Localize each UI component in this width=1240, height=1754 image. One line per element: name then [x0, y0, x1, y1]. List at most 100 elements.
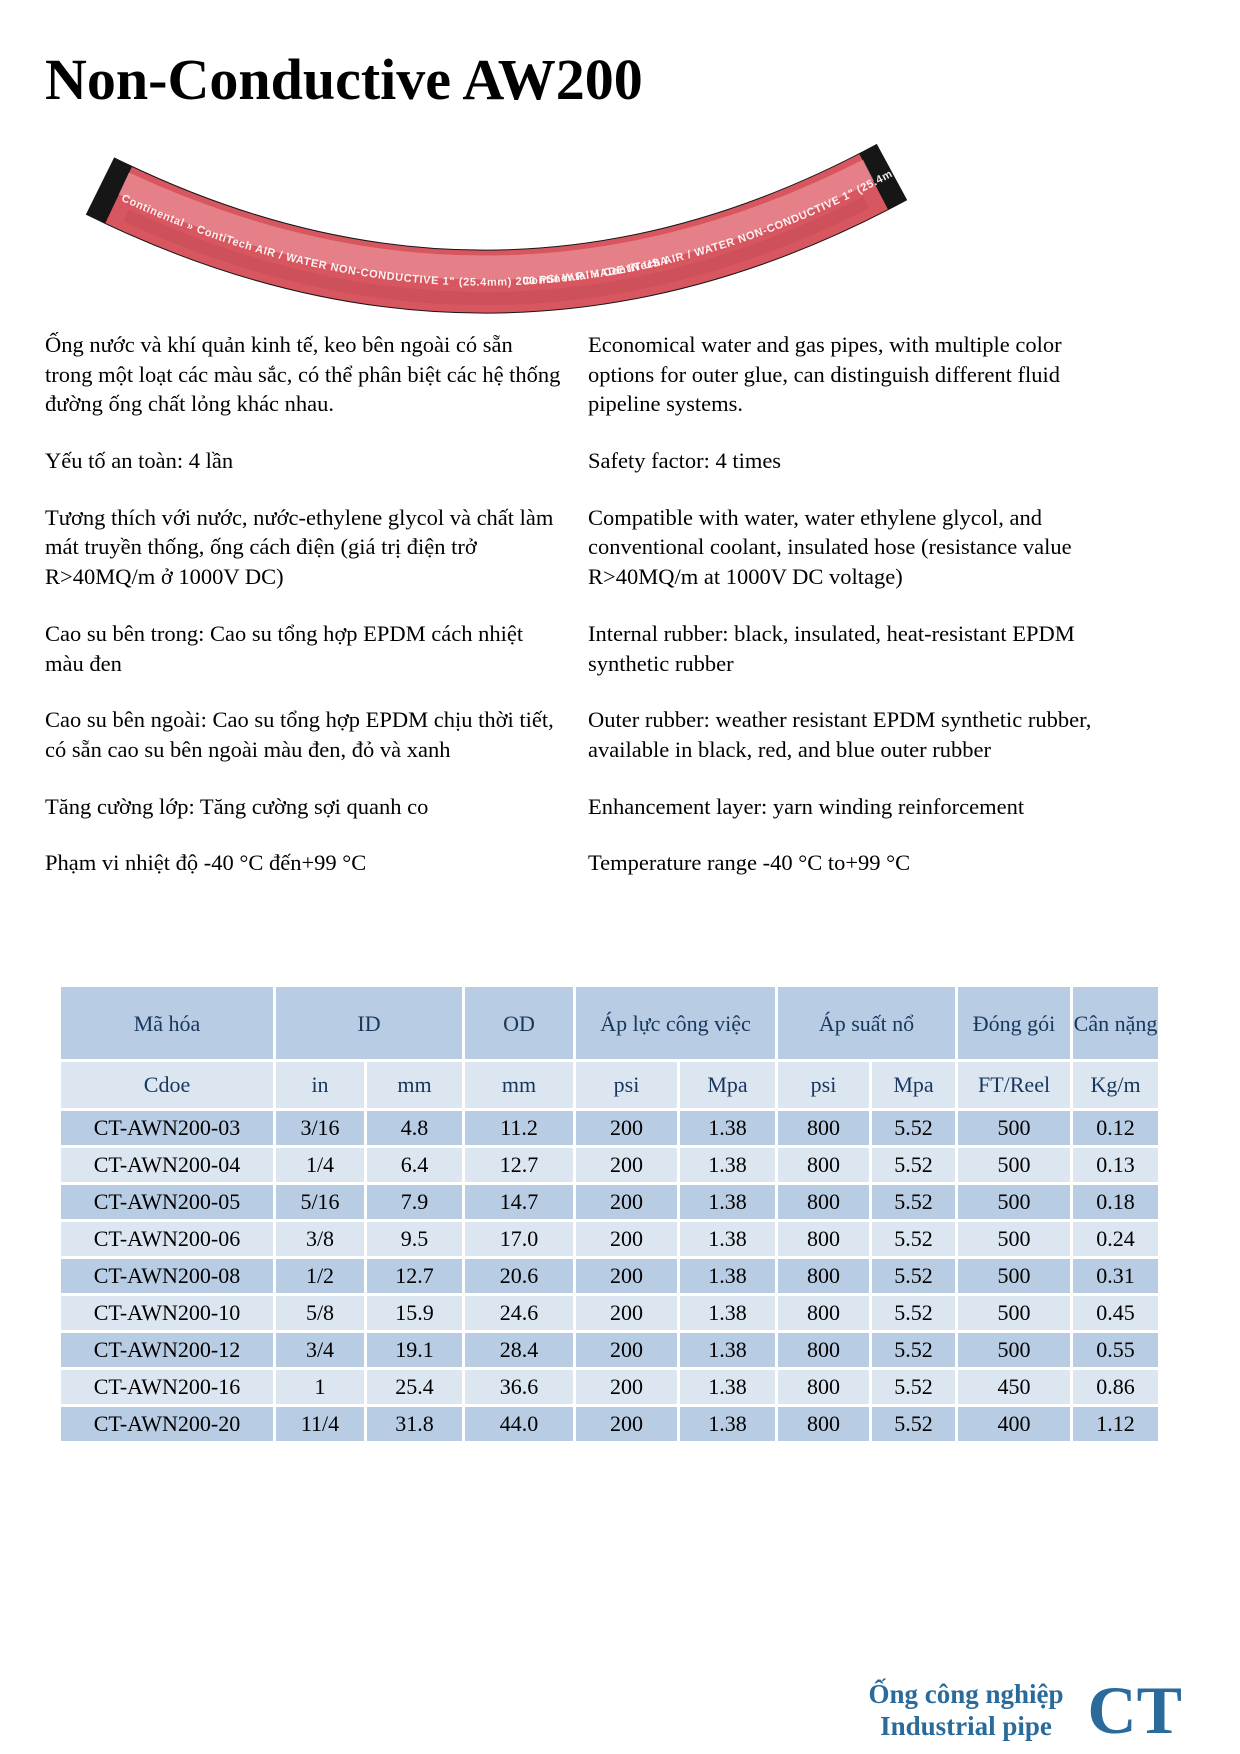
- table-cell: 800: [775, 1404, 873, 1444]
- intro-paragraph-vi: Yếu tố an toàn: 4 lần: [45, 448, 234, 474]
- table-cell: 4.8: [364, 1108, 465, 1148]
- table-cell: CT-AWN200-16: [58, 1367, 276, 1407]
- table-cell: CT-AWN200-10: [58, 1293, 276, 1333]
- table-row: CT-AWN200-12 3/4 19.1 28.4 200 1.38 800 5.52 500…: [58, 1330, 1162, 1370]
- table-cell: 200: [573, 1182, 680, 1222]
- table-cell: 200: [573, 1256, 680, 1296]
- spec-table-header: Mã hóa ID OD Áp lực công việc Áp suất nổ…: [58, 984, 1162, 1111]
- table-cell: CT-AWN200-08: [58, 1256, 276, 1296]
- intro-paragraph-en: Enhancement layer: yarn winding reinforc…: [588, 793, 1025, 819]
- table-cell: 5.52: [869, 1293, 959, 1333]
- table-cell: CT-AWN200-12: [58, 1330, 276, 1370]
- table-cell: 800: [775, 1330, 873, 1370]
- table-cell: 200: [573, 1330, 680, 1370]
- intro-paragraph-vi: Phạm vi nhiệt độ -40 °C đến+99 °C: [45, 850, 367, 876]
- table-cell: 17.0: [462, 1219, 576, 1259]
- table-cell: 1.38: [676, 1330, 779, 1370]
- subheader-cdoe: Cdoe: [58, 1059, 276, 1111]
- table-row: CT-AWN200-03 3/16 4.8 11.2 200 1.38 800 5.52 500…: [58, 1108, 1162, 1148]
- table-cell: 800: [775, 1182, 873, 1222]
- intro-column-vietnamese: Ống nước và khí quản kinh tế, keo bên ng…: [45, 330, 562, 905]
- table-cell: 6.4: [364, 1145, 465, 1185]
- table-row: CT-AWN200-20 11/4 31.8 44.0 200 1.38 800 5.52 40…: [58, 1404, 1162, 1444]
- intro-paragraph-en: Compatible with water, water ethylene gl…: [588, 504, 1072, 590]
- table-cell: 20.6: [462, 1256, 576, 1296]
- table-cell: 0.31: [1070, 1256, 1162, 1296]
- table-cell: 1.38: [676, 1182, 779, 1222]
- table-cell: 5.52: [869, 1182, 959, 1222]
- footer-brand: Ống công nghiệp Industrial pipe CT: [868, 1676, 1182, 1744]
- table-cell: 11/4: [273, 1404, 367, 1444]
- table-cell: CT-AWN200-06: [58, 1219, 276, 1259]
- table-cell: CT-AWN200-20: [58, 1404, 276, 1444]
- table-cell: 25.4: [364, 1367, 465, 1407]
- column-header-od: OD: [462, 984, 576, 1062]
- column-header-id: ID: [273, 984, 465, 1062]
- subheader-psi: psi: [573, 1059, 680, 1111]
- intro-paragraph-vi: Cao su bên ngoài: Cao su tổng hợp EPDM c…: [45, 707, 554, 762]
- table-cell: 9.5: [364, 1219, 465, 1259]
- subheader-ft-reel: FT/Reel: [955, 1059, 1074, 1111]
- table-cell: 800: [775, 1219, 873, 1259]
- table-cell: 500: [955, 1293, 1074, 1333]
- table-cell: 44.0: [462, 1404, 576, 1444]
- intro-paragraph-vi: Cao su bên trong: Cao su tổng hợp EPDM c…: [45, 620, 524, 676]
- table-cell: 5.52: [869, 1367, 959, 1407]
- table-row: CT-AWN200-16 1 25.4 36.6 200 1.38 800 5.52 450 0.…: [58, 1367, 1162, 1407]
- table-cell: 0.12: [1070, 1108, 1162, 1148]
- table-row: CT-AWN200-05 5/16 7.9 14.7 200 1.38 800 5.52 500…: [58, 1182, 1162, 1222]
- table-cell: 200: [573, 1219, 680, 1259]
- table-cell: 0.86: [1070, 1367, 1162, 1407]
- column-header-burst-pressure: Áp suất nổ: [775, 984, 959, 1062]
- table-cell: 500: [955, 1256, 1074, 1296]
- subheader-mpa: Mpa: [869, 1059, 959, 1111]
- intro-columns: Ống nước và khí quản kinh tế, keo bên ng…: [45, 330, 1107, 905]
- table-cell: 1.38: [676, 1108, 779, 1148]
- subheader-mm: mm: [462, 1059, 576, 1111]
- table-cell: 800: [775, 1145, 873, 1185]
- table-cell: 19.1: [364, 1330, 465, 1370]
- table-cell: 200: [573, 1293, 680, 1333]
- table-cell: 5.52: [869, 1256, 959, 1296]
- table-cell: 1.38: [676, 1256, 779, 1296]
- column-header-weight: Cân nặng: [1070, 984, 1162, 1062]
- table-cell: 0.55: [1070, 1330, 1162, 1370]
- table-cell: 3/8: [273, 1219, 367, 1259]
- table-cell: 12.7: [364, 1256, 465, 1296]
- product-hose-image: Continental » ContiTech AIR / WATER NON-…: [65, 119, 920, 332]
- table-cell: 800: [775, 1256, 873, 1296]
- footer-brand-en: Industrial pipe: [880, 1711, 1052, 1741]
- intro-paragraph-en: Temperature range -40 °C to+99 °C: [588, 850, 911, 876]
- table-cell: CT-AWN200-04: [58, 1145, 276, 1185]
- column-header-packing: Đóng gói: [955, 984, 1074, 1062]
- table-row: CT-AWN200-10 5/8 15.9 24.6 200 1.38 800 5.52 500…: [58, 1293, 1162, 1333]
- table-cell: 5.52: [869, 1404, 959, 1444]
- table-cell: CT-AWN200-03: [58, 1108, 276, 1148]
- table-cell: 1.38: [676, 1293, 779, 1333]
- table-cell: 3/4: [273, 1330, 367, 1370]
- subheader-psi: psi: [775, 1059, 873, 1111]
- table-cell: 11.2: [462, 1108, 576, 1148]
- hose-illustration: Continental » ContiTech AIR / WATER NON-…: [65, 119, 920, 332]
- table-row: CT-AWN200-04 1/4 6.4 12.7 200 1.38 800 5.52 500 0…: [58, 1145, 1162, 1185]
- table-cell: 200: [573, 1108, 680, 1148]
- intro-paragraph-vi: Ống nước và khí quản kinh tế, keo bên ng…: [45, 332, 561, 417]
- table-cell: 15.9: [364, 1293, 465, 1333]
- table-cell: 5.52: [869, 1330, 959, 1370]
- table-cell: 500: [955, 1219, 1074, 1259]
- table-cell: 5/8: [273, 1293, 367, 1333]
- subheader-kg-m: Kg/m: [1070, 1059, 1162, 1111]
- spec-table: Mã hóa ID OD Áp lực công việc Áp suất nổ…: [58, 984, 1162, 1444]
- intro-paragraph-vi: Tương thích với nước, nước-ethylene glyc…: [45, 504, 554, 590]
- table-cell: 800: [775, 1108, 873, 1148]
- table-cell: 28.4: [462, 1330, 576, 1370]
- table-cell: 500: [955, 1182, 1074, 1222]
- table-cell: 1.38: [676, 1404, 779, 1444]
- table-cell: 500: [955, 1108, 1074, 1148]
- table-cell: 1.12: [1070, 1404, 1162, 1444]
- table-cell: 0.18: [1070, 1182, 1162, 1222]
- table-cell: 200: [573, 1404, 680, 1444]
- subheader-mpa: Mpa: [676, 1059, 779, 1111]
- table-cell: 200: [573, 1367, 680, 1407]
- intro-paragraph-en: Outer rubber: weather resistant EPDM syn…: [588, 707, 1092, 762]
